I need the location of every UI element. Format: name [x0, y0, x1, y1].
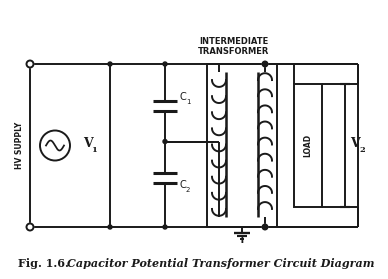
Bar — [207, 64, 277, 227]
Text: 1: 1 — [186, 98, 191, 105]
Circle shape — [263, 225, 267, 229]
Text: LOAD: LOAD — [303, 134, 312, 157]
Text: TRANSFORMER: TRANSFORMER — [198, 47, 270, 56]
Text: 2: 2 — [359, 146, 365, 155]
Circle shape — [108, 225, 112, 229]
Circle shape — [163, 62, 167, 66]
Text: Capacitor Potential Transformer Circuit Diagram: Capacitor Potential Transformer Circuit … — [67, 258, 374, 269]
Text: C: C — [180, 181, 187, 191]
Text: 1: 1 — [90, 146, 97, 153]
Text: Fig. 1.6.: Fig. 1.6. — [18, 258, 69, 269]
Text: C: C — [180, 93, 187, 102]
Text: T: T — [239, 235, 245, 245]
Circle shape — [26, 61, 33, 68]
Circle shape — [263, 62, 267, 66]
Circle shape — [40, 131, 70, 160]
Circle shape — [263, 225, 267, 230]
Circle shape — [26, 223, 33, 230]
Text: V: V — [350, 137, 360, 150]
Circle shape — [163, 140, 167, 143]
Bar — [294, 84, 322, 207]
Text: INTERMEDIATE: INTERMEDIATE — [199, 37, 268, 47]
Circle shape — [108, 62, 112, 66]
Text: HV SUPPLY: HV SUPPLY — [16, 122, 24, 169]
Circle shape — [163, 225, 167, 229]
Text: V: V — [83, 137, 92, 150]
Text: 2: 2 — [186, 186, 191, 193]
Circle shape — [263, 61, 267, 66]
